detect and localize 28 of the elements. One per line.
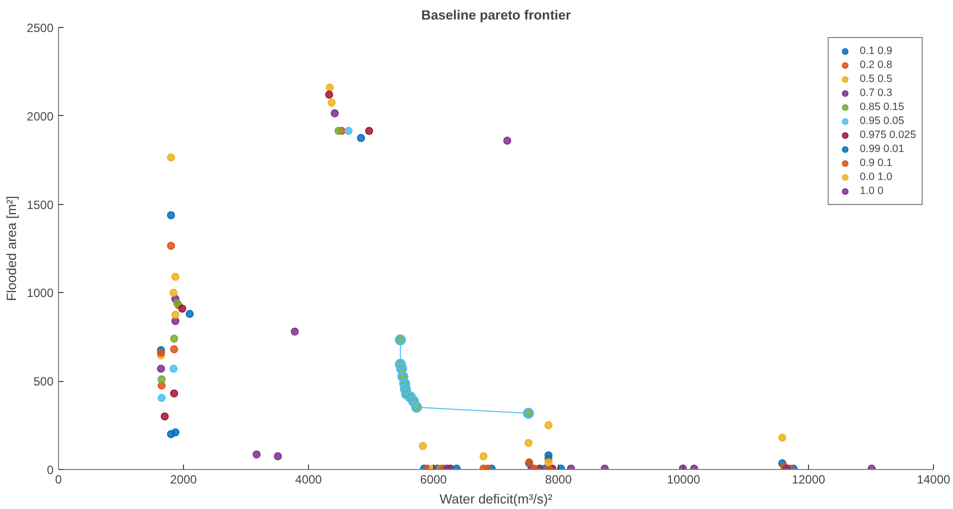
- legend-label: 0.0 1.0: [860, 170, 892, 184]
- x-tick-label: 2000: [170, 472, 198, 486]
- x-tick-label: 12000: [792, 472, 826, 486]
- legend-label: 0.7 0.3: [860, 86, 892, 100]
- x-tick-label: 4000: [295, 472, 322, 486]
- chart-title: Baseline pareto frontier: [421, 8, 571, 22]
- legend-label: 0.5 0.5: [860, 72, 892, 86]
- y-tick-label: 1000: [26, 286, 54, 300]
- legend-label: 0.975 0.025: [860, 128, 916, 142]
- legend-label: 0.99 0.01: [860, 142, 904, 156]
- y-tick-label: 500: [33, 374, 54, 389]
- x-axis-title: Water deficit(m³/s)²: [440, 492, 553, 506]
- y-axis-title: Flooded area [m²]: [4, 196, 19, 302]
- legend-label: 0.9 0.1: [860, 156, 892, 170]
- legend-label: 0.2 0.8: [860, 58, 892, 72]
- legend-label: 1.0 0: [860, 184, 884, 198]
- x-tick-label: 14000: [916, 472, 951, 486]
- legend-label: 0.95 0.05: [860, 114, 904, 128]
- x-tick-label: 8000: [545, 472, 572, 486]
- x-tick-label: 0: [55, 472, 62, 486]
- y-tick-label: 2000: [26, 109, 54, 124]
- y-tick-label: 1500: [26, 198, 54, 212]
- y-tick-label: 2500: [26, 21, 54, 35]
- x-tick-label: 6000: [420, 472, 448, 486]
- legend-label: 0.1 0.9: [860, 44, 892, 58]
- y-tick-label: 0: [46, 463, 54, 477]
- x-tick-label: 10000: [666, 472, 701, 486]
- legend-label: 0.85 0.15: [860, 100, 904, 114]
